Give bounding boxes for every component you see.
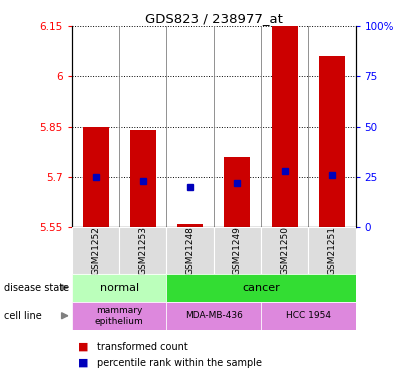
Text: GSM21253: GSM21253: [139, 226, 147, 275]
Bar: [72, 227, 119, 274]
Bar: [261, 302, 356, 330]
Text: cancer: cancer: [242, 283, 280, 293]
Text: GSM21252: GSM21252: [91, 226, 100, 275]
Text: GSM21248: GSM21248: [186, 226, 194, 275]
Text: HCC 1954: HCC 1954: [286, 311, 331, 320]
Bar: [166, 274, 356, 302]
Bar: [166, 227, 214, 274]
Text: ■: ■: [78, 358, 89, 368]
Bar: [166, 302, 261, 330]
Text: ■: ■: [78, 342, 89, 352]
Bar: [272, 26, 298, 227]
Text: GSM21250: GSM21250: [280, 226, 289, 275]
Bar: [224, 157, 250, 227]
Text: transformed count: transformed count: [97, 342, 187, 352]
Bar: [130, 130, 156, 227]
Title: GDS823 / 238977_at: GDS823 / 238977_at: [145, 12, 283, 25]
Text: disease state: disease state: [4, 283, 69, 293]
Bar: [319, 56, 345, 227]
Bar: [214, 227, 261, 274]
Text: mammary
epithelium: mammary epithelium: [95, 306, 143, 326]
Text: MDA-MB-436: MDA-MB-436: [185, 311, 242, 320]
Bar: [261, 227, 308, 274]
Bar: [119, 227, 166, 274]
Bar: [72, 302, 166, 330]
Text: cell line: cell line: [4, 311, 42, 321]
Bar: [72, 274, 166, 302]
Bar: [308, 227, 356, 274]
Text: GSM21249: GSM21249: [233, 226, 242, 275]
Text: percentile rank within the sample: percentile rank within the sample: [97, 358, 261, 368]
Bar: [83, 126, 109, 227]
Text: GSM21251: GSM21251: [328, 226, 336, 275]
Bar: [177, 224, 203, 227]
Text: normal: normal: [99, 283, 139, 293]
